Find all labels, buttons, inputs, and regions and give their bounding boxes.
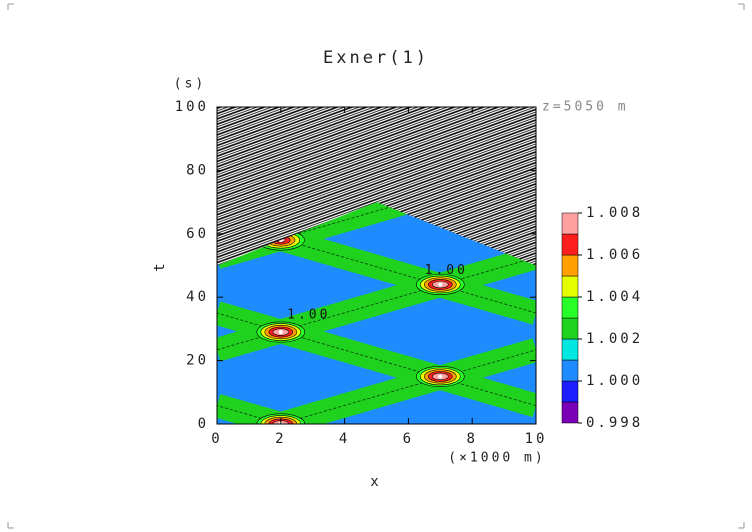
- y-tick-label: 100: [175, 99, 209, 115]
- y-tick-label: 60: [186, 226, 209, 242]
- colorbar-tick-label: 1.006: [586, 247, 643, 263]
- colorbar-band: [561, 317, 579, 340]
- colorbar-tick-label: 1.008: [586, 205, 643, 221]
- corner-marks: [7, 3, 745, 529]
- colorbar-band: [561, 275, 579, 298]
- colorbar-tick-label: 1.004: [586, 289, 643, 305]
- plot-area: 1.00 1.00: [217, 107, 536, 424]
- colorbar-band: [561, 359, 579, 382]
- y-axis-label: t: [152, 260, 168, 271]
- x-tick-label: 4: [339, 431, 350, 447]
- plot-frame: [216, 106, 537, 425]
- x-unit: (×1000 m): [448, 451, 545, 466]
- x-tick-label: 6: [403, 431, 414, 447]
- chart-title: Exner(1): [323, 48, 429, 68]
- peak-center: [438, 374, 443, 379]
- x-tick-label: 10: [525, 431, 548, 447]
- contour-line: [280, 349, 536, 424]
- y-tick-label: 0: [198, 416, 209, 432]
- colorbar-tick-label: 1.002: [586, 331, 643, 347]
- contour-label: 1.00: [425, 263, 468, 278]
- peak-center: [438, 282, 443, 287]
- colorbar-band: [561, 212, 579, 235]
- level-note: z=5050 m: [542, 100, 629, 115]
- colorbar-band: [561, 233, 579, 256]
- colorbar-tick-label: 1.000: [586, 373, 643, 389]
- x-tick-label: 2: [275, 431, 286, 447]
- overlay: 0 2 4 6 8 100204060801000.9981.0001.0021.0041…: [175, 99, 643, 447]
- noise-region: [217, 107, 536, 266]
- colorbar-band: [561, 380, 579, 403]
- x-tick-label: 8: [466, 431, 477, 447]
- y-tick-label: 40: [186, 289, 209, 305]
- colorbar-band: [561, 254, 579, 277]
- x-axis-label: x: [370, 474, 381, 490]
- contour-label: 1.00: [287, 308, 330, 323]
- x-tick-label: 0: [211, 431, 222, 447]
- colorbar-band: [561, 401, 579, 424]
- y-unit: (s): [174, 77, 206, 92]
- colorbar-tick-label: 0.998: [586, 415, 643, 431]
- colorbar-band: [561, 338, 579, 361]
- y-tick-label: 80: [186, 162, 209, 178]
- y-tick-label: 20: [186, 353, 209, 369]
- peak-center: [278, 330, 283, 335]
- colorbar-band: [561, 296, 579, 319]
